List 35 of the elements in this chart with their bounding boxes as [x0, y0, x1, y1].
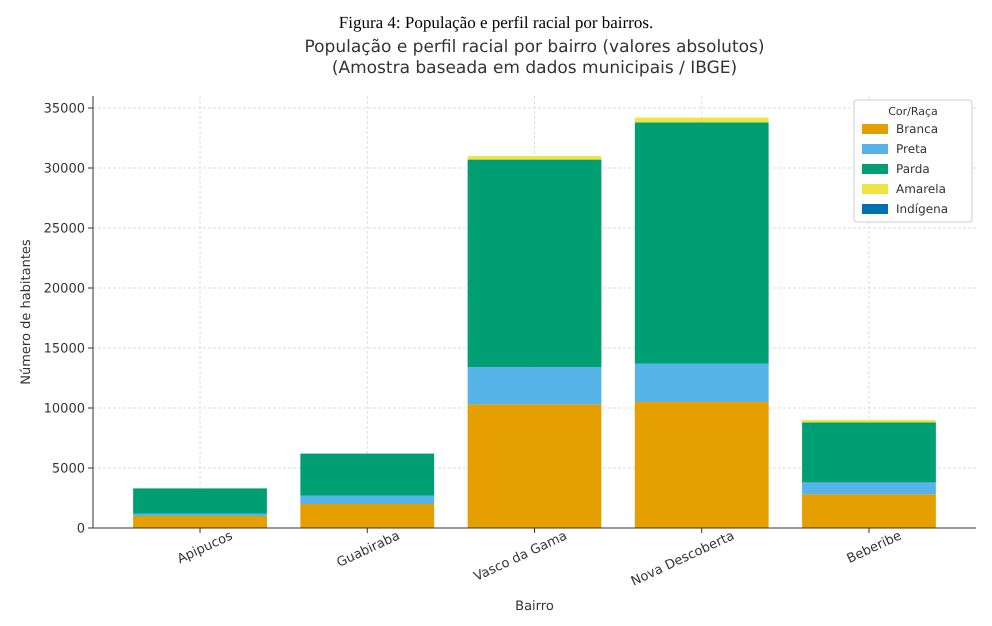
legend-label: Parda [896, 162, 930, 176]
bar [300, 496, 434, 504]
y-tick-label: 20000 [44, 282, 85, 297]
bar [133, 516, 267, 528]
legend-label: Preta [896, 142, 928, 156]
bar [300, 504, 434, 528]
bar [300, 454, 434, 496]
bar [802, 422, 936, 482]
y-axis-title: Número de habitantes [19, 239, 34, 385]
bar [802, 482, 936, 494]
bar [634, 122, 769, 364]
bar [802, 494, 936, 528]
bar [468, 160, 602, 368]
legend-label: Indígena [896, 202, 948, 216]
x-tick-label: Vasco da Gama [472, 528, 570, 585]
y-tick-label: 15000 [44, 342, 85, 357]
bar [634, 118, 769, 122]
text: Figura 4: População e perfil racial por bairros. [338, 13, 654, 32]
y-tick-label: 25000 [44, 222, 85, 237]
bar [634, 364, 769, 402]
legend-label: Branca [896, 122, 938, 136]
x-axis-title: Bairro [515, 599, 554, 614]
bar [468, 367, 602, 404]
y-tick-label: 30000 [44, 162, 85, 177]
bar [133, 488, 267, 514]
y-tick-label: 35000 [44, 102, 85, 117]
y-tick-label: 5000 [52, 462, 85, 477]
bar [634, 402, 769, 528]
y-tick-label: 0 [76, 522, 85, 537]
bar [468, 156, 602, 160]
chart-title: População e perfil racial por bairro (valores absolutos) (Amostra baseada em dados municipais / IBGE) [304, 37, 764, 78]
y-tick-label: 10000 [44, 402, 85, 417]
legend-label: Amarela [896, 182, 946, 196]
bar [468, 404, 602, 528]
legend-title: Cor/Raça [888, 105, 938, 118]
